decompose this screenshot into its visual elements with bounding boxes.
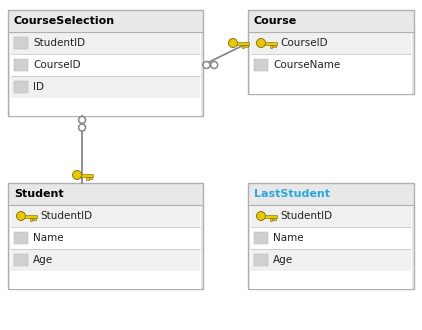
Text: Course: Course <box>254 16 297 26</box>
Text: Age: Age <box>273 255 293 265</box>
Circle shape <box>257 212 265 220</box>
Circle shape <box>228 39 238 48</box>
Bar <box>11 227 200 249</box>
Bar <box>251 205 411 227</box>
Circle shape <box>78 124 86 131</box>
Bar <box>265 42 276 45</box>
Text: StudentID: StudentID <box>280 211 332 221</box>
Text: LastStudent: LastStudent <box>254 189 330 199</box>
Bar <box>245 45 248 47</box>
Bar <box>81 174 92 177</box>
Text: CourseID: CourseID <box>33 60 81 70</box>
Bar <box>254 59 268 71</box>
Bar <box>14 81 28 93</box>
Bar <box>11 54 200 76</box>
Bar <box>270 217 272 221</box>
Text: Name: Name <box>273 233 303 243</box>
Bar <box>248 183 414 289</box>
Bar <box>250 32 412 94</box>
Bar <box>251 32 411 54</box>
Bar <box>273 217 276 220</box>
Text: Age: Age <box>33 255 53 265</box>
Bar <box>14 37 28 49</box>
Text: StudentID: StudentID <box>40 211 92 221</box>
Bar <box>11 249 200 271</box>
Bar <box>251 249 411 271</box>
Bar <box>14 232 28 244</box>
Text: CourseID: CourseID <box>280 38 327 48</box>
Bar <box>236 42 249 45</box>
Circle shape <box>16 212 25 220</box>
Bar <box>24 214 36 217</box>
Bar <box>86 177 89 180</box>
Bar <box>242 45 244 48</box>
Bar <box>248 10 414 94</box>
Text: StudentID: StudentID <box>33 38 85 48</box>
Circle shape <box>73 171 81 180</box>
Text: CourseName: CourseName <box>273 60 340 70</box>
Bar <box>251 227 411 249</box>
Bar <box>10 205 201 289</box>
Text: CourseSelection: CourseSelection <box>14 16 115 26</box>
Bar <box>273 45 276 47</box>
Bar <box>11 76 200 98</box>
Bar <box>251 54 411 76</box>
Bar <box>10 32 201 116</box>
Circle shape <box>203 61 210 69</box>
Circle shape <box>78 116 86 123</box>
Bar <box>8 10 203 116</box>
Bar <box>254 254 268 266</box>
Bar <box>270 45 272 48</box>
Circle shape <box>211 61 218 69</box>
Circle shape <box>257 39 265 48</box>
Bar <box>254 232 268 244</box>
Bar <box>8 183 203 289</box>
Bar <box>250 205 412 289</box>
Text: ID: ID <box>33 82 44 92</box>
Text: Student: Student <box>14 189 64 199</box>
Bar <box>11 205 200 227</box>
Bar <box>30 217 32 221</box>
Bar <box>265 214 276 217</box>
Text: Name: Name <box>33 233 64 243</box>
Bar <box>11 32 200 54</box>
Bar <box>14 254 28 266</box>
Bar <box>89 177 92 179</box>
Bar <box>33 217 35 220</box>
Bar <box>14 59 28 71</box>
